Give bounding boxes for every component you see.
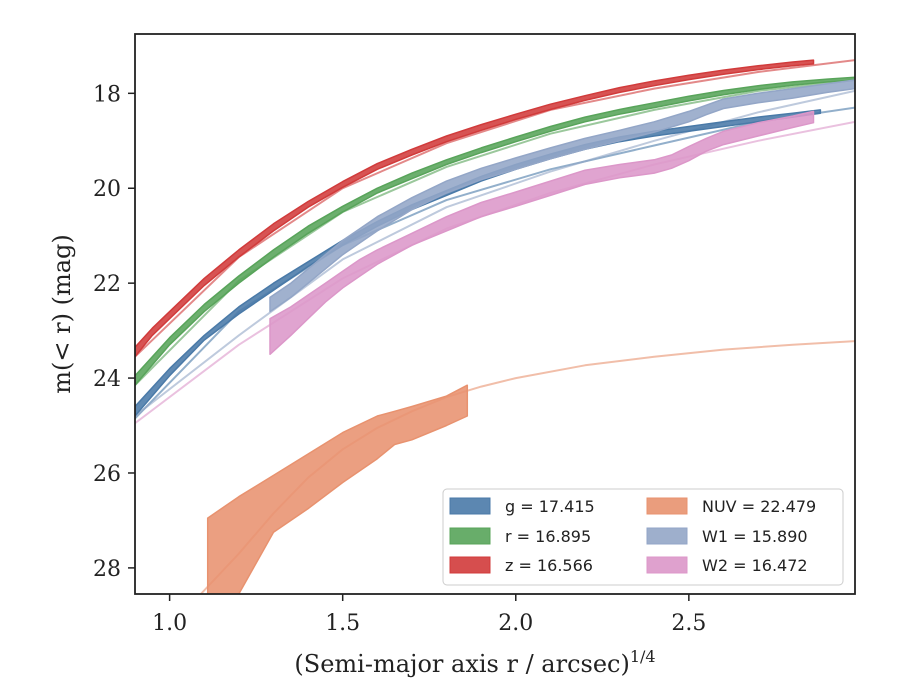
band-z	[135, 59, 815, 358]
series-bands	[135, 59, 855, 594]
legend-label-w1: W1 = 15.890	[702, 527, 808, 546]
legend-swatch-g	[449, 497, 491, 515]
legend-label-z: z = 16.566	[505, 556, 593, 575]
legend-swatch-w1	[646, 527, 688, 545]
model-line-z	[135, 59, 855, 358]
y-tick-label: 24	[93, 367, 121, 392]
legend: g = 17.415 r = 16.895 z = 16.566 NUV = 22.4…	[442, 488, 844, 586]
band-r	[135, 76, 855, 386]
x-axis-label: (Semi-major axis r / arcsec)1/4	[294, 647, 655, 678]
y-axis: 18 20 22 24 26 28	[93, 82, 135, 582]
y-tick-label: 18	[93, 82, 121, 107]
y-tick-label: 22	[93, 272, 121, 297]
x-tick-label: 2.0	[498, 611, 533, 636]
y-tick-label: 26	[93, 462, 121, 487]
y-tick-label: 28	[93, 557, 121, 582]
y-axis-label: m(< r) (mag)	[48, 234, 76, 393]
y-tick-label: 20	[93, 177, 121, 202]
legend-label-nuv: NUV = 22.479	[702, 497, 816, 516]
band-nuv	[206, 384, 469, 594]
legend-label-r: r = 16.895	[505, 527, 591, 546]
legend-label-w2: W2 = 16.472	[702, 556, 808, 575]
legend-swatch-z	[449, 556, 491, 574]
legend-swatch-w2	[646, 556, 688, 574]
x-axis: 1.0 1.5 2.0 2.5	[152, 594, 706, 636]
plot-frame	[134, 33, 856, 595]
legend-frame	[442, 488, 844, 586]
legend-swatch-r	[449, 527, 491, 545]
x-axis-label-exponent: 1/4	[630, 647, 656, 666]
x-tick-label: 2.5	[671, 611, 706, 636]
x-axis-label-text: (Semi-major axis r / arcsec)	[294, 650, 629, 678]
x-tick-label: 1.0	[152, 611, 187, 636]
legend-label-g: g = 17.415	[505, 497, 595, 516]
legend-swatch-nuv	[646, 497, 688, 515]
band-w1	[269, 79, 855, 313]
model-line-w1	[135, 89, 855, 417]
x-tick-label: 1.5	[325, 611, 360, 636]
band-w2	[269, 110, 815, 356]
